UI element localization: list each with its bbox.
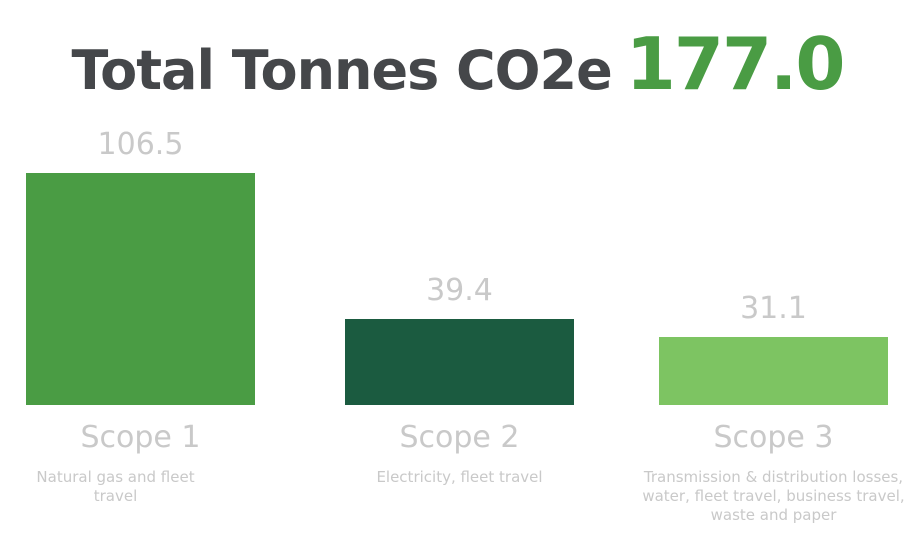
category-description: Natural gas and fleet travel (36, 468, 195, 505)
value-label: 31.1 (740, 291, 807, 327)
title-text: Total Tonnes CO2e (71, 39, 612, 102)
bar-2 (345, 319, 574, 405)
category-label: Scope 3 (713, 420, 834, 455)
bar-1 (26, 173, 255, 405)
value-label: 106.5 (97, 127, 184, 162)
chart-title: Total Tonnes CO2e 177.0 (0, 22, 915, 106)
category-description: Transmission & distribution losses, wate… (642, 468, 905, 524)
bar-3 (659, 337, 888, 405)
category-description: Electricity, fleet travel (376, 468, 543, 486)
category-label: Scope 1 (80, 420, 201, 455)
total-value: 177.0 (625, 22, 846, 106)
value-label: 39.4 (426, 273, 493, 309)
category-label: Scope 2 (399, 420, 520, 455)
